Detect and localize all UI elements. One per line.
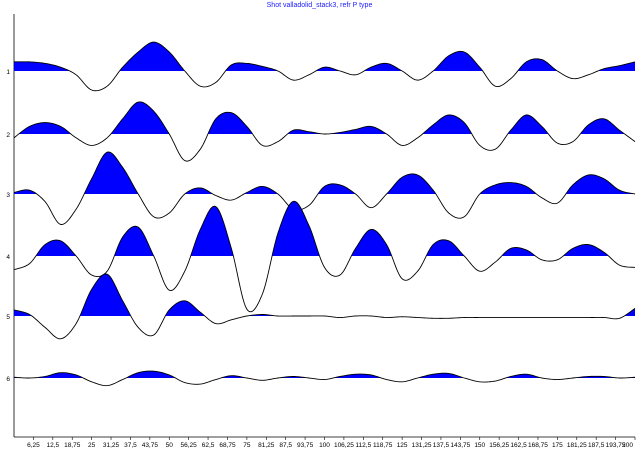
trace-4 xyxy=(13,200,636,313)
trace-label-2: 2 xyxy=(6,132,10,139)
trace-5 xyxy=(13,273,636,340)
trace-4-positive-fill xyxy=(35,201,609,256)
x-tick-label: 181,25 xyxy=(567,442,587,449)
x-tick-label: 156,25 xyxy=(489,442,509,449)
trace-1 xyxy=(14,41,636,92)
x-tick-label: 175 xyxy=(552,442,563,449)
x-tick-label: 137,5 xyxy=(433,442,450,449)
x-tick-label: 43,75 xyxy=(142,442,159,449)
x-tick-label: 131,25 xyxy=(412,442,432,449)
x-tick-label: 193,75 xyxy=(606,442,626,449)
trace-1-positive-fill xyxy=(14,42,635,71)
axes xyxy=(13,14,635,438)
trace-label-6: 6 xyxy=(6,376,10,383)
x-tick-label: 6,25 xyxy=(27,442,40,449)
x-tick-label: 106,25 xyxy=(334,442,354,449)
x-tick-label: 200 xyxy=(622,442,633,449)
x-tick-label: 56,25 xyxy=(181,442,198,449)
x-tick-label: 87,5 xyxy=(279,442,292,449)
x-tick-label: 118,75 xyxy=(373,442,393,449)
x-tick-label: 68,75 xyxy=(219,442,236,449)
x-tick-label: 31,25 xyxy=(103,442,120,449)
trace-3-line xyxy=(13,151,636,225)
trace-3-positive-fill xyxy=(14,151,635,194)
x-tick-label: 168,75 xyxy=(528,442,548,449)
x-tick-label: 12,5 xyxy=(46,442,59,449)
trace-5-positive-fill xyxy=(14,273,635,316)
trace-label-1: 1 xyxy=(6,69,10,76)
trace-6-positive-fill xyxy=(14,371,635,378)
trace-5-line xyxy=(13,273,636,340)
x-ticks: 6,25 12,5 18,75 25 31,25 37,5 43,75 50 56,25 62,5… xyxy=(27,437,636,449)
trace-labels: 1 2 3 4 5 6 xyxy=(6,69,10,383)
x-tick-label: 62,5 xyxy=(202,442,215,449)
trace-4-line xyxy=(13,200,636,313)
x-tick-label: 25 xyxy=(88,442,96,449)
x-tick-label: 150 xyxy=(474,442,485,449)
trace-6 xyxy=(13,370,636,387)
x-tick-label: 187,5 xyxy=(588,442,605,449)
traces xyxy=(13,41,636,387)
trace-2-positive-fill xyxy=(18,101,625,134)
x-tick-label: 125 xyxy=(397,442,408,449)
trace-2 xyxy=(13,101,636,162)
trace-label-3: 3 xyxy=(6,192,10,199)
x-tick-label: 112,5 xyxy=(355,442,371,449)
x-tick-label: 18,75 xyxy=(64,442,81,449)
chart-title: Shot valladolid_stack3, refr P type xyxy=(267,2,373,9)
trace-label-4: 4 xyxy=(6,254,10,261)
x-tick-label: 50 xyxy=(166,442,174,449)
trace-label-5: 5 xyxy=(6,314,10,321)
trace-1-line xyxy=(14,41,636,92)
x-tick-label: 93,75 xyxy=(297,442,314,449)
x-tick-label: 143,75 xyxy=(450,442,470,449)
trace-3 xyxy=(13,151,636,225)
x-tick-label: 75 xyxy=(243,442,251,449)
x-tick-label: 100 xyxy=(319,442,330,449)
x-tick-label: 81,25 xyxy=(258,442,275,449)
x-tick-label: 37,5 xyxy=(124,442,137,449)
trace-6-line xyxy=(13,370,636,387)
trace-2-line xyxy=(13,101,636,162)
x-tick-label: 162,5 xyxy=(510,442,527,449)
